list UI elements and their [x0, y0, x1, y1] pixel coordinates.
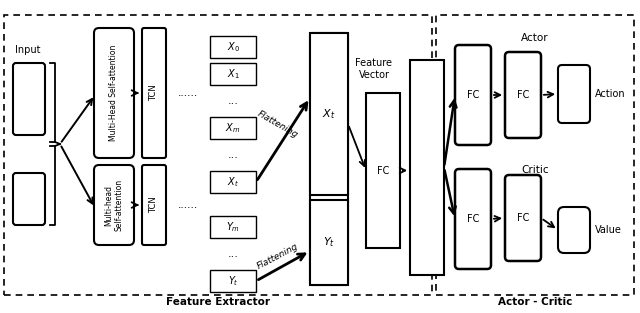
Text: TCN: TCN — [150, 197, 159, 213]
Bar — [210, 117, 256, 139]
Bar — [210, 216, 256, 238]
FancyBboxPatch shape — [558, 207, 590, 253]
Text: TCN: TCN — [150, 85, 159, 101]
FancyBboxPatch shape — [455, 45, 491, 145]
FancyBboxPatch shape — [558, 65, 590, 123]
FancyBboxPatch shape — [505, 175, 541, 261]
FancyBboxPatch shape — [310, 33, 348, 285]
Text: Action: Action — [595, 89, 626, 99]
Bar — [210, 171, 256, 193]
FancyBboxPatch shape — [505, 52, 541, 138]
Text: Value: Value — [595, 225, 622, 235]
Text: FC: FC — [377, 166, 389, 176]
Text: ...: ... — [228, 249, 239, 259]
Bar — [210, 270, 256, 292]
Text: $\mathit{X_m}$: $\mathit{X_m}$ — [225, 121, 241, 135]
Text: $\mathit{X_0}$: $\mathit{X_0}$ — [227, 40, 239, 54]
Text: $\mathit{X_t}$: $\mathit{X_t}$ — [227, 175, 239, 189]
Bar — [310, 200, 348, 285]
Text: $\mathit{Y_t}$: $\mathit{Y_t}$ — [228, 274, 239, 288]
Text: $\mathit{X_t}$: $\mathit{X_t}$ — [323, 107, 336, 121]
Text: ......: ...... — [178, 88, 198, 98]
Bar — [210, 36, 256, 58]
Text: Input: Input — [15, 45, 41, 55]
Text: $\mathit{Y_t}$: $\mathit{Y_t}$ — [323, 236, 335, 249]
Text: Actor - Critic: Actor - Critic — [498, 297, 572, 307]
Text: Flattening: Flattening — [256, 241, 300, 271]
Text: ......: ...... — [178, 200, 198, 210]
FancyBboxPatch shape — [13, 63, 45, 135]
Text: $\mathit{X_1}$: $\mathit{X_1}$ — [227, 67, 239, 81]
Text: FC: FC — [467, 90, 479, 100]
FancyBboxPatch shape — [455, 169, 491, 269]
Bar — [366, 93, 400, 248]
Text: FC: FC — [467, 214, 479, 224]
Text: ...: ... — [228, 150, 239, 160]
Text: Feature Extractor: Feature Extractor — [166, 297, 270, 307]
Text: FC: FC — [517, 213, 529, 223]
Text: Critic: Critic — [521, 165, 549, 175]
Text: Multi-head
Self-attention: Multi-head Self-attention — [104, 179, 124, 231]
Text: Actor: Actor — [521, 33, 549, 43]
Text: ...: ... — [228, 96, 239, 106]
FancyBboxPatch shape — [94, 28, 134, 158]
FancyBboxPatch shape — [142, 165, 166, 245]
Text: $\mathit{Y_m}$: $\mathit{Y_m}$ — [226, 220, 240, 234]
Text: Multi-Head Self-attention: Multi-Head Self-attention — [109, 45, 118, 141]
Bar — [210, 63, 256, 85]
Text: FC: FC — [517, 90, 529, 100]
FancyBboxPatch shape — [13, 173, 45, 225]
Text: Feature
Vector: Feature Vector — [355, 58, 392, 80]
Text: Flattening: Flattening — [256, 110, 300, 140]
FancyBboxPatch shape — [142, 28, 166, 158]
Bar — [410, 60, 444, 275]
FancyBboxPatch shape — [94, 165, 134, 245]
Bar — [310, 33, 348, 195]
